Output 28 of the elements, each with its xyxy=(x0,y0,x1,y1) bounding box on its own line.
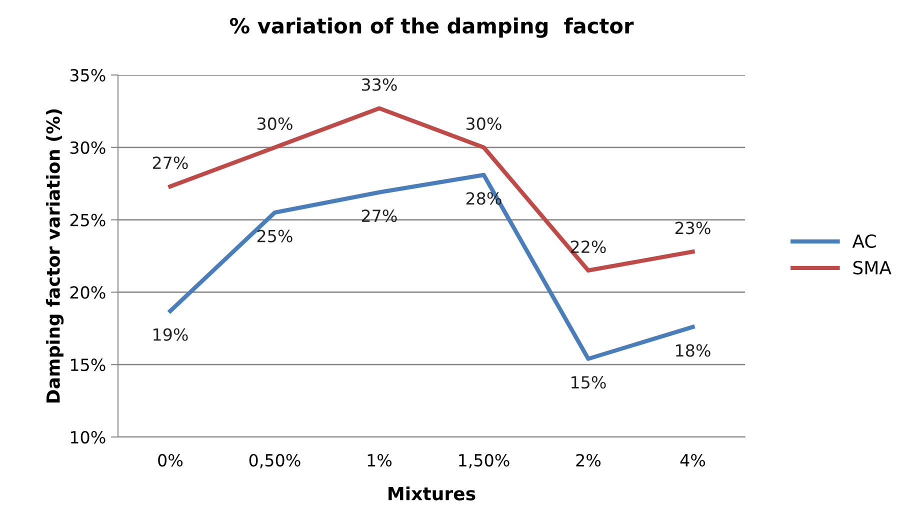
data-label: 27% xyxy=(362,210,397,222)
x-tick-label: 0,50% xyxy=(249,454,300,468)
data-label: 15% xyxy=(572,376,606,389)
legend-label: SMA xyxy=(853,260,892,274)
x-tick-label: 4% xyxy=(680,454,706,467)
data-label: 25% xyxy=(257,230,292,242)
y-tick-label: 20% xyxy=(70,286,106,299)
x-tick-label: 1,50% xyxy=(459,454,510,468)
x-tick-label: 1% xyxy=(368,454,392,467)
y-tick-label: 15% xyxy=(70,358,106,372)
y-axis-title: Damping factor variation (%) xyxy=(46,109,64,403)
y-tick-label: 25% xyxy=(70,214,106,226)
y-tick-label: 30% xyxy=(70,141,106,154)
data-label: 27% xyxy=(152,156,188,170)
x-tick-label: 0% xyxy=(158,454,183,467)
x-tick-label: 2% xyxy=(576,454,601,467)
data-label: 22% xyxy=(570,240,606,254)
data-label: 19% xyxy=(154,328,188,341)
data-label: 30% xyxy=(466,117,502,130)
data-label: 23% xyxy=(675,222,710,234)
data-label: 30% xyxy=(258,117,292,130)
data-label: 18% xyxy=(676,344,710,357)
x-axis-title: Mixtures xyxy=(388,486,476,500)
y-tick-label: 10% xyxy=(70,430,106,444)
legend-label: AC xyxy=(852,234,876,248)
y-tick-label: 35% xyxy=(70,68,106,82)
data-label: 33% xyxy=(362,78,397,91)
chart-title: % variation of the damping factor xyxy=(230,18,634,38)
